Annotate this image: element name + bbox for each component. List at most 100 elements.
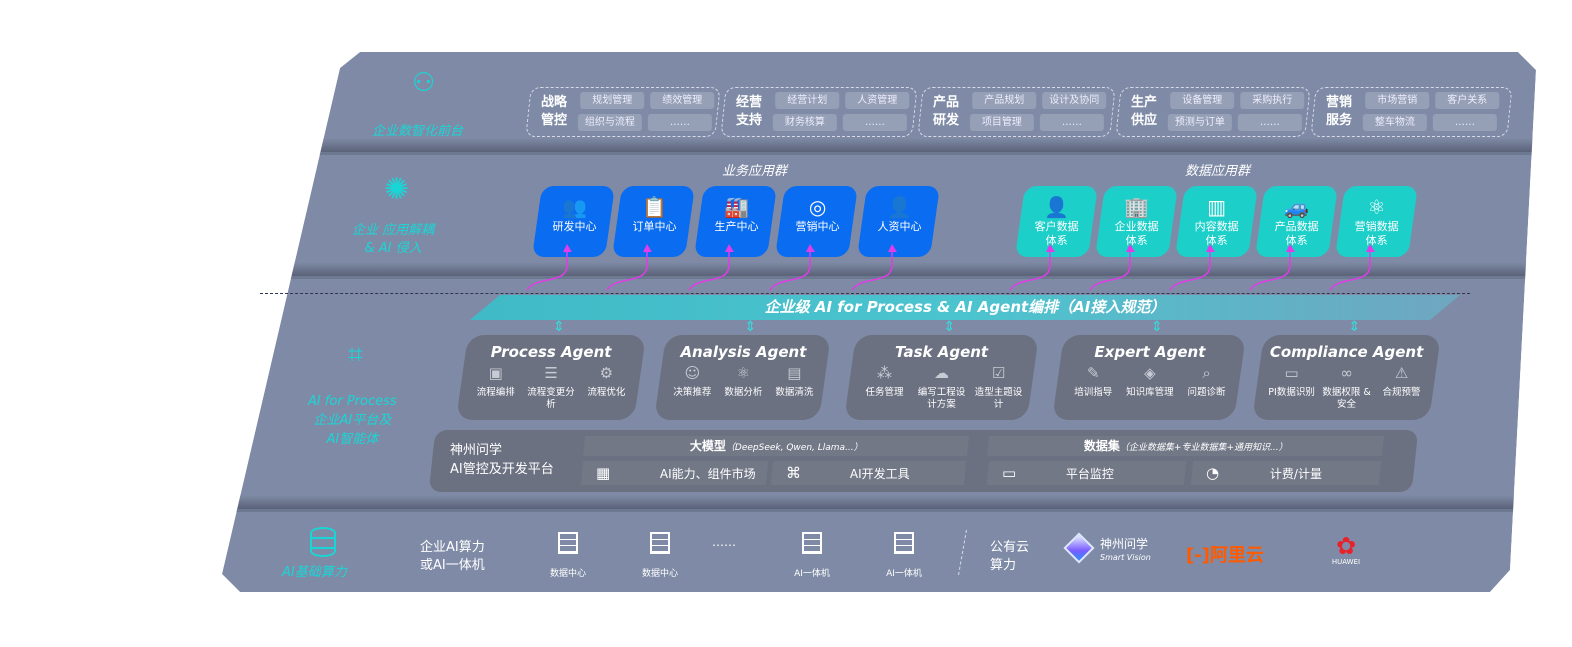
label-line: 算力 xyxy=(990,558,1017,573)
capability-label: 任务管理 xyxy=(865,387,904,398)
platform-tool[interactable]: ▭ 平台监控 xyxy=(986,461,1187,485)
model-bar: 大模型（DeepSeek, Qwen, Llama...） xyxy=(582,436,970,456)
bidirectional-arrow-icon: ⇕ xyxy=(1151,319,1163,335)
agent-title: Task Agent xyxy=(895,343,989,361)
model-bar-note: （DeepSeek, Qwen, Llama...） xyxy=(725,443,863,453)
server: AI一体机 xyxy=(792,532,832,579)
agent-title: Compliance Agent xyxy=(1269,343,1424,361)
vendor-name: 阿里云 xyxy=(1209,545,1264,566)
cloud-icon: ☁ xyxy=(934,364,950,382)
agent-card[interactable]: Compliance Agent ▭ PI数据识别 ∞ 数据权限 & 安全 ⚠ 合规预警 xyxy=(1252,335,1441,420)
agent-capability: ☑ 造型主题设计 xyxy=(970,364,1026,411)
capability-label: 数据清洗 xyxy=(775,387,814,398)
layers-icon: ◈ xyxy=(1144,364,1156,382)
agent-capability: ◈ 知识库管理 xyxy=(1122,364,1178,399)
agent-capability: ⚛ 数据分析 xyxy=(718,364,768,399)
agent-capabilities: ▭ PI数据识别 ∞ 数据权限 & 安全 ⚠ 合规预警 xyxy=(1258,364,1435,411)
capability-label: 决策推荐 xyxy=(673,387,712,398)
tool-label: AI开发工具 xyxy=(849,467,910,481)
curved-arrow xyxy=(526,248,568,291)
diagnose-icon: ⌕ xyxy=(1202,364,1211,382)
bidirectional-arrow-icon: ⇕ xyxy=(943,319,956,335)
agent-card[interactable]: Expert Agent ✎ 培训指导 ◈ 知识库管理 ⌕ 问题诊断 xyxy=(1052,335,1246,420)
dataset-bar: 数据集（企业数据集+专业数据集+通用知识...） xyxy=(986,436,1385,456)
dataset-bar-label: 数据集 xyxy=(1083,439,1120,453)
bidirectional-arrow-icon: ⇕ xyxy=(1348,319,1361,335)
monitor-icon: ▭ xyxy=(1002,464,1017,482)
vendor-name: 神州问学 xyxy=(1100,537,1149,551)
label-line: AI管控及开发平台 xyxy=(450,462,554,477)
arrow-head-icon xyxy=(1046,244,1055,252)
agent-card[interactable]: Process Agent ▣ 流程编排 ☰ 流程变更分析 ⚙ 流程优化 xyxy=(456,335,646,420)
agent-card[interactable]: Task Agent ⁂ 任务管理 ☁ 编写工程设计方案 ☑ 造型主题设计 xyxy=(844,335,1039,420)
agent-title: Process Agent xyxy=(490,343,612,361)
server-icon xyxy=(894,532,914,554)
dashed-separator xyxy=(260,293,1470,294)
label-line: AI智能体 xyxy=(326,432,379,447)
platform-tool[interactable]: ▦ AI能力、组件市场 xyxy=(580,461,769,485)
capability-label: 合规预警 xyxy=(1382,387,1421,398)
bidirectional-arrow-icon: ⇕ xyxy=(553,319,565,335)
label-line: 或AI一体机 xyxy=(420,558,485,573)
atom-icon: ⚛ xyxy=(736,364,751,382)
arrow-head-icon xyxy=(888,244,897,252)
orchestration-banner-text: 企业级 AI for Process & AI Agent编排（AI接入规范） xyxy=(764,298,1166,316)
aliyun-logo: [-]阿里云 xyxy=(1186,541,1264,567)
curved-arrow xyxy=(1089,248,1131,291)
platform-tool[interactable]: ◔ 计费/计量 xyxy=(1190,461,1382,485)
curved-arrow xyxy=(1009,248,1051,291)
curved-arrow xyxy=(1249,248,1291,291)
model-bar-label: 大模型 xyxy=(689,439,726,453)
agent-capability: ▣ 流程编排 xyxy=(468,364,523,411)
cloud-label: 公有云 算力 xyxy=(990,539,1029,575)
clean-icon: ▤ xyxy=(787,364,802,382)
label-line: AI for Process xyxy=(308,394,397,409)
label-line: 企业AI算力 xyxy=(420,540,485,555)
agent-card[interactable]: Analysis Agent ☺ 决策推荐 ⚛ 数据分析 ▤ 数据清洗 xyxy=(654,335,831,420)
agent-capability: ⌕ 问题诊断 xyxy=(1179,364,1235,399)
ai-layer-label: AI for Process 企业AI平台及 AI智能体 xyxy=(308,392,397,449)
flow-chart-icon: ▣ xyxy=(488,364,503,382)
curved-arrow xyxy=(606,248,648,291)
layer-divider xyxy=(0,495,1572,509)
curved-arrow xyxy=(1329,248,1371,291)
label-line: 神州问学 xyxy=(450,443,503,458)
agent-capability: ☰ 流程变更分析 xyxy=(524,364,579,411)
vendor-name: HUAWEI xyxy=(1331,558,1361,566)
server: AI一体机 xyxy=(884,532,924,579)
network-icon: ⁂ xyxy=(877,364,893,382)
list-icon: ☰ xyxy=(544,364,558,382)
label-line: 企业 应用解耦 xyxy=(352,223,435,238)
link-icon: ∞ xyxy=(1340,364,1353,382)
molecule-icon: ✺ xyxy=(384,172,410,207)
server-icon xyxy=(558,532,578,554)
curved-arrow xyxy=(851,248,893,291)
capability-label: 流程变更分析 xyxy=(527,387,575,410)
agent-capability: ⚠ 合规预警 xyxy=(1374,364,1428,411)
agent-capability: ☺ 决策推荐 xyxy=(667,364,717,399)
dev-tool-icon: ⌘ xyxy=(786,464,801,482)
agent-capabilities: ☺ 决策推荐 ⚛ 数据分析 ▤ 数据清洗 xyxy=(661,364,826,399)
label-line: 公有云 xyxy=(990,540,1030,555)
agent-capability: ⁂ 任务管理 xyxy=(856,364,912,411)
arrow-head-icon xyxy=(1366,244,1375,252)
agent-capabilities: ▣ 流程编排 ☰ 流程变更分析 ⚙ 流程优化 xyxy=(462,364,640,411)
platform-tool[interactable]: ⌘ AI开发工具 xyxy=(770,461,967,485)
layer-divider xyxy=(0,509,1572,512)
layer-divider xyxy=(0,152,1572,155)
ellipsis: …… xyxy=(712,535,736,549)
agent-capability: ⚙ 流程优化 xyxy=(579,364,634,411)
server: 数据中心 xyxy=(548,532,588,579)
capability-label: 知识库管理 xyxy=(1126,387,1174,398)
arrow-head-icon xyxy=(1286,244,1295,252)
id-card-icon: ▭ xyxy=(1284,364,1299,382)
dataset-bar-note: （企业数据集+专业数据集+通用知识...） xyxy=(1119,443,1288,453)
optimize-icon: ⚙ xyxy=(599,364,614,382)
agent-capability: ✎ 培训指导 xyxy=(1065,364,1121,399)
curved-arrow xyxy=(1169,248,1211,291)
warning-icon: ⚠ xyxy=(1394,364,1409,382)
agent-content: Compliance Agent ▭ PI数据识别 ∞ 数据权限 & 安全 ⚠ 合规预警 xyxy=(1258,343,1435,411)
arrow-head-icon xyxy=(1126,244,1135,252)
server-label: 数据中心 xyxy=(549,569,586,579)
agent-capabilities: ✎ 培训指导 ◈ 知识库管理 ⌕ 问题诊断 xyxy=(1059,364,1241,399)
